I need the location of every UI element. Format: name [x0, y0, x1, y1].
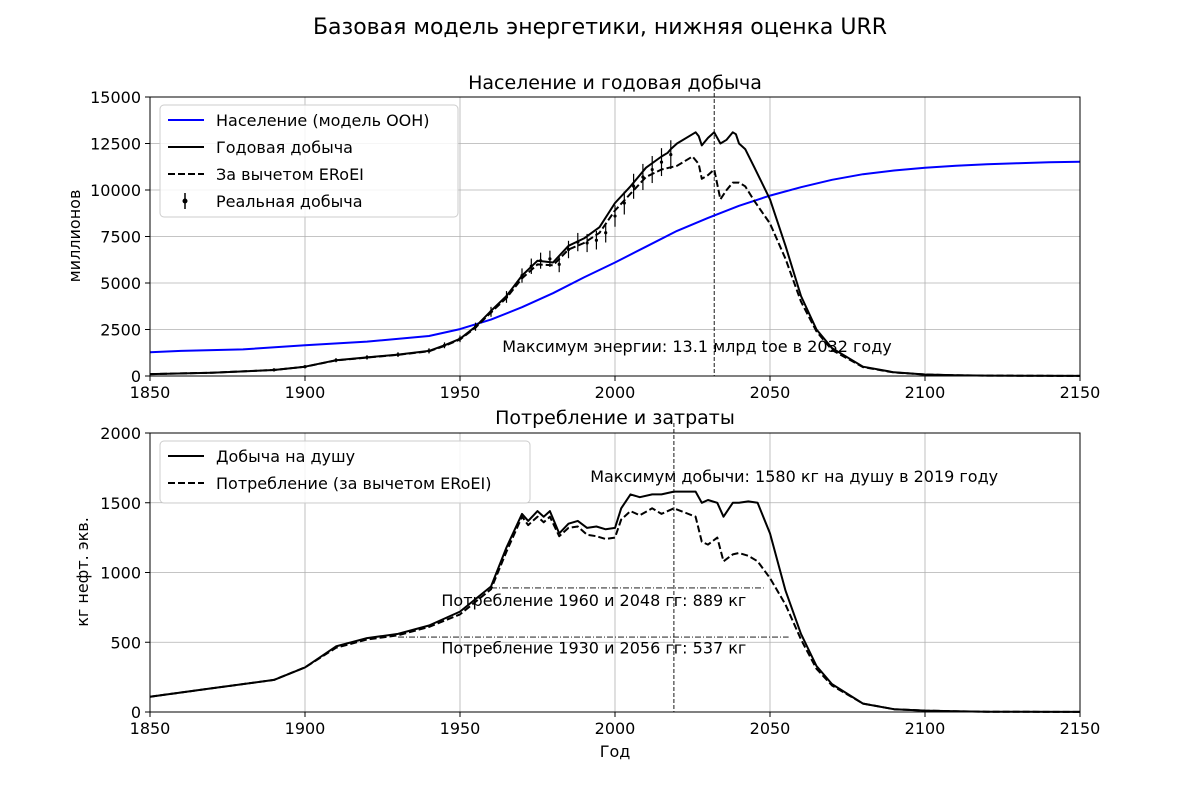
- annotation: Максимум энергии: 13.1 млрд toe в 2032 г…: [502, 337, 891, 356]
- legend-box: [159, 104, 459, 218]
- data-point: [622, 201, 626, 205]
- legend-label: Годовая добыча: [216, 138, 353, 157]
- x-tick-label: 1850: [130, 719, 171, 738]
- panel-consumption-costs: Потребление и затраты кг нефт. экв. Год …: [73, 407, 1100, 761]
- y-axis-label: кг нефт. экв.: [73, 517, 92, 627]
- legend-label: За вычетом ERoEI: [216, 165, 364, 184]
- y-tick-label: 500: [110, 633, 141, 652]
- data-point: [641, 175, 645, 179]
- data-point: [303, 365, 307, 369]
- ticks: 1850 1900 1950 2000 2050 2100 2150 0 2500 5000 750…: [90, 88, 1100, 402]
- series-line-0: [149, 490, 1081, 713]
- x-tick-label: 1950: [440, 383, 481, 402]
- series-line-1: [149, 507, 1081, 713]
- figure-title: Базовая модель энергетики, нижняя оценка…: [313, 15, 887, 40]
- x-tick-label: 2100: [905, 719, 946, 738]
- series-line-1: [149, 131, 1081, 377]
- series-line-2: [149, 155, 1081, 377]
- data-point: [458, 337, 462, 341]
- annotation: Потребление 1930 и 2056 гг: 537 кг: [441, 638, 746, 657]
- annotation: Максимум добычи: 1580 кг на душу в 2019 …: [590, 467, 998, 486]
- y-tick-label: 15000: [90, 88, 141, 107]
- data-point: [632, 184, 636, 188]
- ticks: 1850 1900 1950 2000 2050 2100 2150 0 500 1000 1500…: [100, 424, 1100, 738]
- panel-title: Потребление и затраты: [495, 407, 735, 429]
- x-tick-label: 2000: [595, 719, 636, 738]
- legend-label: Потребление (за вычетом ERoEI): [216, 474, 492, 493]
- x-tick-label: 1950: [440, 719, 481, 738]
- y-tick-label: 1000: [100, 564, 141, 583]
- y-tick-label: 7500: [100, 228, 141, 247]
- y-tick-label: 0: [131, 367, 141, 386]
- data-point: [585, 241, 589, 245]
- panel-title: Население и годовая добыча: [468, 72, 762, 94]
- y-axis-label: миллионов: [65, 190, 84, 283]
- y-tick-label: 2500: [100, 321, 141, 340]
- legend: Добыча на душу Потребление (за вычетом ER…: [159, 440, 531, 504]
- y-tick-label: 0: [131, 703, 141, 722]
- plot-area: Максимум энергии: 13.1 млрд toe в 2032 г…: [149, 87, 1081, 377]
- y-tick-label: 2000: [100, 424, 141, 443]
- legend: Население (модель ООН) Годовая добыча За в…: [159, 104, 459, 218]
- data-point: [604, 231, 608, 235]
- data-point: [334, 358, 338, 362]
- legend-box: [159, 440, 531, 504]
- y-tick-label: 12500: [90, 135, 141, 154]
- legend-label: Добыча на душу: [216, 447, 355, 466]
- annotation: Потребление 1960 и 2048 гг: 889 кг: [441, 591, 746, 610]
- y-tick-label: 5000: [100, 274, 141, 293]
- data-point: [613, 214, 617, 218]
- data-point: [539, 259, 543, 263]
- data-point: [473, 325, 478, 329]
- data-point: [566, 247, 571, 252]
- data-point: [442, 343, 447, 347]
- data-point: [504, 295, 509, 299]
- data-point: [272, 368, 276, 372]
- data-point: [548, 257, 552, 261]
- data-point: [669, 153, 673, 157]
- x-tick-label: 2100: [905, 383, 946, 402]
- x-tick-label: 2050: [750, 383, 791, 402]
- x-tick-label: 1900: [285, 383, 326, 402]
- x-tick-label: 2050: [750, 719, 791, 738]
- x-axis-label: Год: [600, 742, 631, 761]
- series-line-0: [149, 160, 1081, 354]
- data-point: [427, 349, 431, 353]
- y-tick-label: 1500: [100, 494, 141, 513]
- x-tick-label: 2150: [1060, 383, 1101, 402]
- data-point: [650, 167, 654, 172]
- legend-swatch-point: [182, 198, 188, 204]
- data-point: [396, 353, 400, 357]
- data-point: [557, 262, 561, 266]
- x-tick-label: 2150: [1060, 719, 1101, 738]
- x-tick-label: 2000: [595, 383, 636, 402]
- data-point: [529, 264, 533, 268]
- panel-population-production: Население и годовая добыча миллионов Мак…: [65, 72, 1100, 402]
- plot-area: Максимум добычи: 1580 кг на душу в 2019 …: [149, 423, 1081, 713]
- x-tick-label: 1900: [285, 719, 326, 738]
- data-point: [489, 310, 493, 314]
- x-tick-label: 1850: [130, 383, 171, 402]
- data-point: [659, 160, 664, 164]
- data-point: [576, 240, 580, 244]
- legend-label: Население (модель ООН): [216, 111, 430, 130]
- legend-label: Реальная добыча: [216, 192, 363, 211]
- data-point: [594, 238, 599, 242]
- data-point: [365, 355, 369, 359]
- y-tick-label: 10000: [90, 181, 141, 200]
- data-point: [520, 273, 524, 278]
